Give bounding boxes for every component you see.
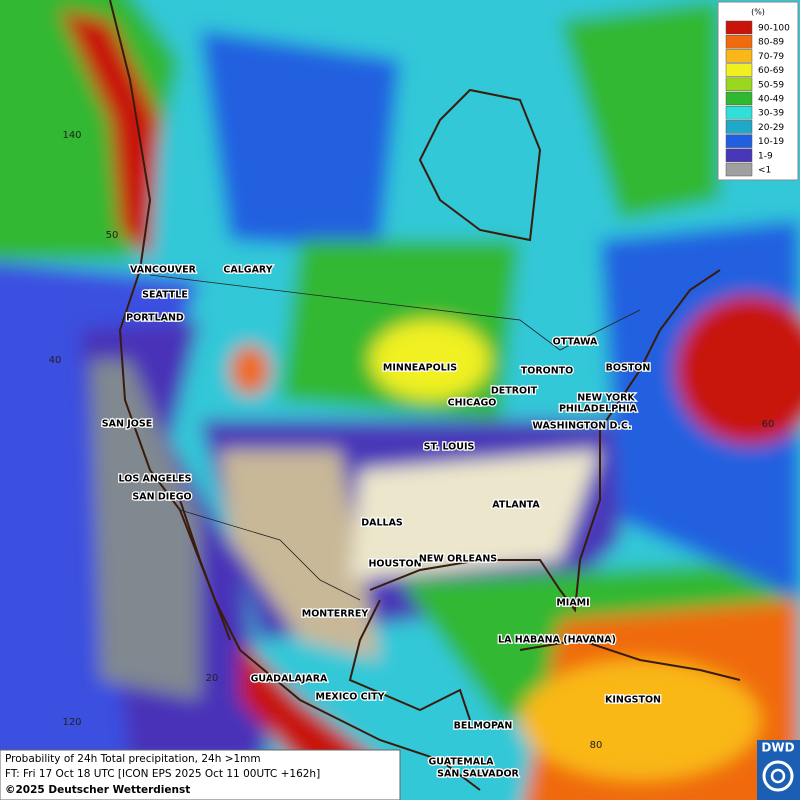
logo-icon	[770, 768, 786, 784]
city-label: BOSTON	[606, 363, 651, 374]
city-label: ATLANTA	[492, 500, 540, 511]
legend-swatch	[725, 77, 753, 92]
legend-label: 10-19	[758, 137, 784, 147]
lat-lon-label: 120	[62, 717, 81, 728]
city-label: SAN SALVADOR	[437, 769, 519, 780]
graticule-labels: 140 50 40 20 120 60 80	[49, 130, 775, 751]
city-label: GUATEMALA	[428, 757, 494, 768]
city-label: TORONTO	[521, 366, 573, 377]
legend-swatch	[725, 162, 753, 177]
legend-swatch	[725, 120, 753, 134]
logo: DWD	[757, 740, 800, 800]
city-label: PHILADELPHIA	[559, 404, 638, 415]
city-labels: VANCOUVER CALGARY SEATTLE PORTLAND MINNEAPOL…	[101, 263, 663, 781]
logo-icon	[762, 760, 794, 792]
legend-swatch	[725, 63, 753, 77]
city-label: MIAMI	[556, 598, 589, 609]
city-label: SAN JOSE	[102, 419, 152, 430]
legend-label: 20-29	[758, 123, 784, 133]
city-label: DALLAS	[361, 518, 403, 529]
coastlines	[109, 0, 741, 791]
legend-label: 1-9	[758, 151, 773, 161]
city-label: CHICAGO	[448, 398, 497, 409]
legend-label: 80-89	[758, 38, 784, 48]
legend-label: 70-79	[758, 52, 784, 62]
legend: (%) 90-100 80-89 70-79 60-69 50-59 40-49 30-39…	[717, 1, 799, 181]
city-label: NEW ORLEANS	[419, 554, 497, 565]
city-label: MINNEAPOLIS	[383, 363, 457, 374]
legend-swatch	[725, 34, 753, 49]
city-label: BELMOPAN	[454, 721, 513, 732]
caption-line: ©2025 Deutscher Wetterdienst	[5, 784, 190, 796]
city-label: DETROIT	[491, 386, 538, 397]
city-label: KINGSTON	[605, 695, 661, 706]
caption-line: Probability of 24h Total precipitation, …	[5, 753, 261, 765]
legend-swatch	[725, 91, 753, 106]
legend-swatch	[725, 49, 753, 63]
logo-text: DWD	[761, 741, 794, 755]
city-label: MEXICO CITY	[315, 692, 384, 703]
legend-label: <1	[758, 166, 771, 176]
city-label: WASHINGTON D.C.	[532, 421, 631, 432]
city-label: VANCOUVER	[130, 265, 197, 276]
city-label: MONTERREY	[302, 609, 369, 620]
city-label: LOS ANGELES	[119, 474, 192, 485]
legend-label: 40-49	[758, 95, 784, 105]
legend-swatch	[725, 105, 753, 120]
city-label: HOUSTON	[368, 559, 421, 570]
city-label: SAN DIEGO	[132, 492, 191, 503]
city-label: LA HABANA (HAVANA)	[498, 635, 616, 646]
city-label: OTTAWA	[553, 337, 598, 348]
city-label: SEATTLE	[142, 290, 188, 301]
city-label: NEW YORK	[577, 393, 635, 404]
caption-line: FT: Fri 17 Oct 18 UTC [ICON EPS 2025 Oct…	[5, 768, 320, 780]
legend-swatch	[725, 148, 753, 163]
legend-swatch	[725, 134, 753, 148]
legend-label: 90-100	[758, 24, 790, 34]
caption: Probability of 24h Total precipitation, …	[0, 749, 401, 800]
legend-swatch	[725, 20, 753, 35]
city-label: ST. LOUIS	[424, 442, 475, 453]
city-label: GUADALAJARA	[251, 674, 328, 685]
lat-lon-label: 20	[206, 673, 219, 684]
lat-lon-label: 40	[49, 355, 62, 366]
legend-title: (%)	[751, 8, 765, 17]
caption-box	[0, 749, 401, 800]
lat-lon-label: 60	[762, 419, 775, 430]
lat-lon-label: 80	[590, 740, 603, 751]
legend-label: 60-69	[758, 66, 784, 76]
legend-label: 30-39	[758, 109, 784, 119]
city-label: CALGARY	[223, 265, 272, 276]
city-label: PORTLAND	[126, 313, 184, 324]
lat-lon-label: 50	[106, 230, 119, 241]
legend-label: 50-59	[758, 80, 784, 90]
lat-lon-label: 140	[62, 130, 81, 141]
